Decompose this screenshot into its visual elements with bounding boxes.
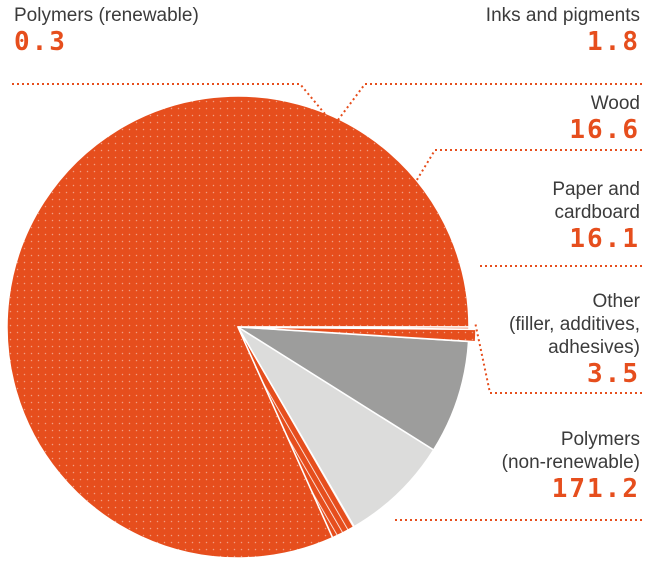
- slice-wood: [237, 326, 470, 451]
- value-other: 3.5: [587, 359, 640, 389]
- label-paper-and-cardboard: Paper and cardboard 16.1: [552, 178, 640, 254]
- label-other-name: Other (filler, additives, adhesives): [509, 291, 640, 358]
- leader-wood: [411, 149, 642, 189]
- value-inks-and-pigments: 1.8: [587, 27, 640, 57]
- value-polymers-renewable: 0.3: [14, 27, 67, 57]
- slice-polymers-renewable-texture: [238, 327, 469, 330]
- leader-inks-and-pigments: [337, 83, 642, 121]
- label-polymers-renewable-name: Polymers (renewable): [14, 5, 199, 26]
- label-polymers-non-renewable: Polymers (non-renewable) 171.2: [502, 428, 640, 504]
- leader-other: [474, 321, 642, 394]
- value-wood: 16.6: [569, 115, 640, 145]
- label-inks-and-pigments: Inks and pigments 1.8: [486, 4, 640, 57]
- label-other: Other (filler, additives, adhesives) 3.5: [509, 290, 640, 389]
- slice-paper-and-cardboard: [237, 326, 435, 528]
- value-polymers-non-renewable: 171.2: [551, 474, 640, 504]
- label-polymers-renewable: Polymers (renewable) 0.3: [14, 4, 199, 57]
- label-inks-and-pigments-name: Inks and pigments: [485, 5, 640, 26]
- label-paper-and-cardboard-name: Paper and cardboard: [552, 179, 640, 223]
- label-polymers-non-renewable-name: Polymers (non-renewable): [501, 429, 640, 473]
- slice-inks-and-pigments-texture: [244, 327, 476, 342]
- label-wood: Wood 16.6: [569, 92, 640, 145]
- value-paper-and-cardboard: 16.1: [569, 224, 640, 254]
- leader-polymers-renewable: [12, 83, 331, 121]
- label-wood-name: Wood: [590, 93, 640, 114]
